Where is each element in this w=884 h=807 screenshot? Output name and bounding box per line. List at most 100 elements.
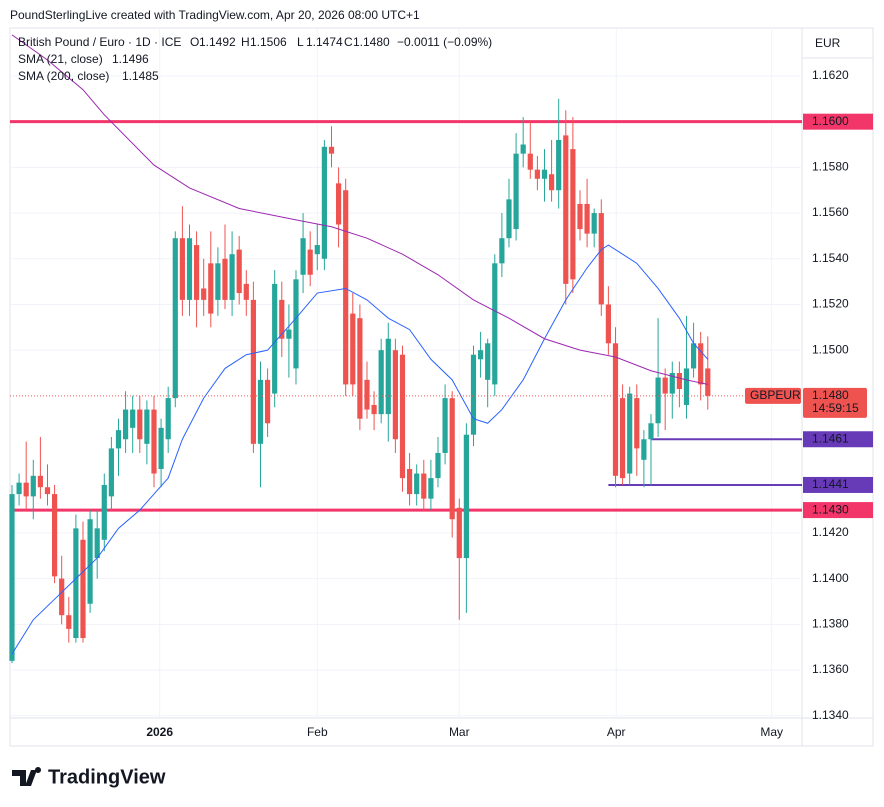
candle-body [385, 338, 391, 415]
level-box [803, 113, 873, 130]
overlay: British Pound / Euro · 1D · ICE O 1.1492 H 1… [18, 35, 873, 519]
candle-body [598, 213, 604, 305]
candle-body [101, 484, 107, 540]
level-label: 1.1430 [812, 502, 849, 516]
legend-name: SMA (21, close) [18, 52, 103, 66]
x-tick-label: Mar [449, 725, 470, 739]
candle-body [229, 254, 235, 300]
candle-body [364, 379, 370, 410]
symbol: British Pound / Euro · 1D · ICE [18, 35, 181, 49]
candle-body [222, 258, 228, 300]
candle-body [94, 528, 100, 559]
candle-body [698, 343, 704, 385]
y-tick-label: 1.1420 [812, 525, 849, 539]
candle-body [130, 409, 136, 428]
candle-body [520, 144, 526, 154]
level-label: 1.1461 [812, 431, 849, 445]
candle-body [534, 169, 540, 179]
candle-body [470, 354, 477, 435]
ohlc-value: 1.1480 [353, 35, 390, 49]
y-tick-label: 1.1400 [812, 571, 849, 585]
candle-body [605, 304, 611, 344]
level-box [803, 476, 873, 493]
candle-body [612, 343, 619, 476]
candle-body [541, 169, 548, 179]
candle-body [272, 283, 278, 394]
candle-body [80, 539, 86, 639]
candle-body [9, 494, 15, 661]
logo-text: TradingView [48, 766, 166, 788]
candle-body [456, 507, 462, 559]
candle-body [314, 245, 320, 255]
candle-body [165, 398, 171, 440]
candle-body [300, 238, 306, 275]
candle-body [59, 578, 65, 616]
ohlc-key: L [297, 35, 304, 49]
sma-line [11, 244, 709, 655]
level-box [803, 502, 873, 519]
candle-body [548, 174, 555, 191]
candle-body [215, 263, 221, 300]
sma-line [11, 34, 708, 385]
candle-body [399, 354, 406, 479]
change: −0.0011 (−0.09%) [397, 35, 492, 49]
y-tick-label: 1.1340 [812, 708, 849, 722]
candle-body [250, 299, 256, 444]
x-tick-label: May [760, 725, 783, 739]
candle-body [442, 398, 448, 453]
candle-body [208, 263, 214, 314]
candle-body [570, 149, 576, 280]
candle-body [186, 238, 193, 300]
y-tick-label: 1.1620 [812, 68, 849, 82]
candle-body [449, 398, 455, 520]
plot-area [9, 28, 802, 718]
candle-body [44, 487, 51, 495]
candle-body [335, 183, 342, 225]
candle-body [421, 473, 427, 499]
legend-value: 1.1496 [112, 52, 149, 66]
symbol-label: GBPEUR [750, 388, 801, 402]
candle-body [513, 153, 519, 230]
candle-body [286, 329, 292, 339]
candle-body [16, 482, 22, 495]
candle-body [179, 238, 185, 300]
candle-body [87, 519, 93, 604]
logo-icon [12, 767, 42, 786]
candle-body [648, 423, 654, 440]
candle-body [690, 343, 697, 369]
candle-body [378, 350, 384, 415]
y-tick-label: 1.1380 [812, 616, 849, 630]
candle-body [343, 190, 349, 385]
candle-body [563, 135, 569, 284]
ohlc-value: 1.1492 [199, 35, 236, 49]
price-box [803, 387, 867, 418]
candle-body [676, 373, 682, 389]
candle-body [619, 398, 626, 479]
candle-body [66, 615, 72, 629]
y-tick-label: 1.1360 [812, 662, 849, 676]
candle-body [584, 203, 590, 234]
candle-body [357, 318, 363, 419]
attribution: PoundSterlingLive created with TradingVi… [10, 8, 420, 22]
candle-body [492, 263, 498, 385]
y-tick-label: 1.1580 [812, 160, 849, 174]
ohlc-key: H [241, 35, 250, 49]
candle-body [669, 373, 675, 394]
candle-body [279, 299, 285, 339]
candle-body [506, 199, 512, 239]
countdown: 14:59:15 [812, 401, 859, 415]
candle-body [236, 249, 242, 294]
price-label: 1.1480 [812, 388, 849, 402]
candle-body [428, 478, 434, 499]
candle-body [485, 343, 491, 380]
candle-body [172, 238, 178, 399]
candle-body [406, 468, 413, 495]
candle-body [371, 404, 377, 415]
ohlc-key: C [344, 35, 353, 49]
x-tick-label: Apr [607, 725, 626, 739]
ohlc-value: 1.1474 [306, 35, 343, 49]
candle-body [591, 213, 597, 234]
level-label: 1.1441 [812, 477, 849, 491]
